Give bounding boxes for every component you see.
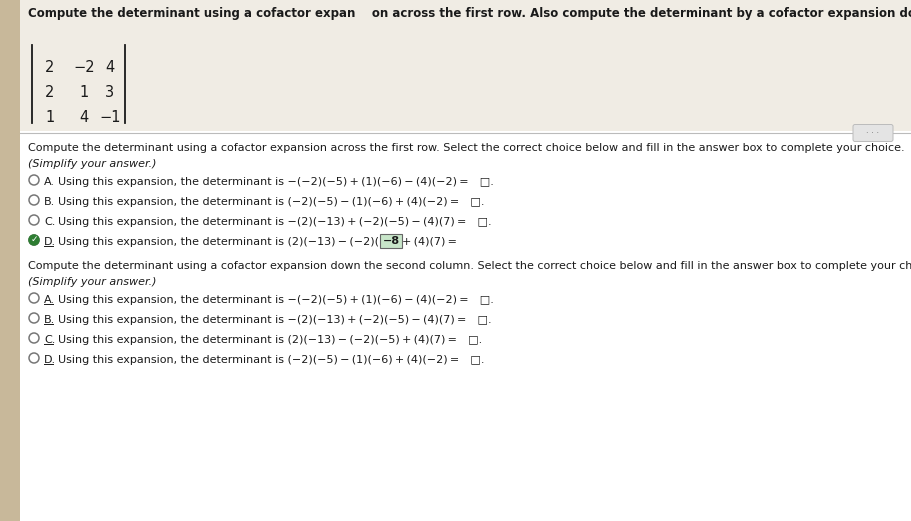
Text: Using this expansion, the determinant is −(−2)(−5) + (1)(−6) − (4)(−2) = □.: Using this expansion, the determinant is…	[58, 295, 494, 305]
Text: · · ·: · · ·	[865, 129, 878, 138]
FancyBboxPatch shape	[20, 0, 911, 521]
Text: 1: 1	[46, 110, 55, 125]
Text: −8: −8	[382, 236, 399, 246]
FancyBboxPatch shape	[852, 125, 892, 142]
Text: 1: 1	[79, 85, 88, 100]
Text: Compute the determinant using a cofactor expan    on across the first row. Also : Compute the determinant using a cofactor…	[28, 7, 911, 20]
Text: D.: D.	[44, 355, 56, 365]
Text: B.: B.	[44, 197, 56, 207]
Text: A.: A.	[44, 295, 55, 305]
Text: A.: A.	[44, 177, 55, 187]
Text: Using this expansion, the determinant is −(−2)(−5) + (1)(−6) − (4)(−2) = □.: Using this expansion, the determinant is…	[58, 177, 494, 187]
FancyBboxPatch shape	[20, 0, 911, 131]
Text: −2: −2	[73, 60, 95, 75]
Text: (Simplify your answer.): (Simplify your answer.)	[28, 159, 157, 169]
Text: (Simplify your answer.): (Simplify your answer.)	[28, 277, 157, 287]
Text: Using this expansion, the determinant is (−2)(−5) − (1)(−6) + (4)(−2) = □.: Using this expansion, the determinant is…	[58, 197, 484, 207]
Text: Using this expansion, the determinant is (−2)(−5) − (1)(−6) + (4)(−2) = □.: Using this expansion, the determinant is…	[58, 355, 484, 365]
Text: 2: 2	[46, 85, 55, 100]
Text: −1: −1	[99, 110, 120, 125]
Text: C.: C.	[44, 335, 56, 345]
Text: 2: 2	[46, 60, 55, 75]
Text: B.: B.	[44, 315, 56, 325]
FancyBboxPatch shape	[380, 234, 402, 248]
Text: ✓: ✓	[30, 235, 37, 244]
Text: 4: 4	[106, 60, 115, 75]
Text: 4: 4	[79, 110, 88, 125]
Text: Using this expansion, the determinant is (2)(−13) − (−2)(−5) + (4)(7) = □.: Using this expansion, the determinant is…	[58, 335, 482, 345]
Text: Using this expansion, the determinant is (2)(−13) − (−2)(−5) + (4)(7) =: Using this expansion, the determinant is…	[58, 237, 456, 247]
Text: Using this expansion, the determinant is −(2)(−13) + (−2)(−5) − (4)(7) = □.: Using this expansion, the determinant is…	[58, 315, 491, 325]
Text: D.: D.	[44, 237, 56, 247]
Circle shape	[29, 235, 39, 245]
FancyBboxPatch shape	[0, 0, 20, 521]
Text: Compute the determinant using a cofactor expansion down the second column. Selec: Compute the determinant using a cofactor…	[28, 261, 911, 271]
Text: 3: 3	[106, 85, 115, 100]
Text: Compute the determinant using a cofactor expansion across the first row. Select : Compute the determinant using a cofactor…	[28, 143, 904, 153]
Text: Using this expansion, the determinant is −(2)(−13) + (−2)(−5) − (4)(7) = □.: Using this expansion, the determinant is…	[58, 217, 491, 227]
Text: C.: C.	[44, 217, 56, 227]
